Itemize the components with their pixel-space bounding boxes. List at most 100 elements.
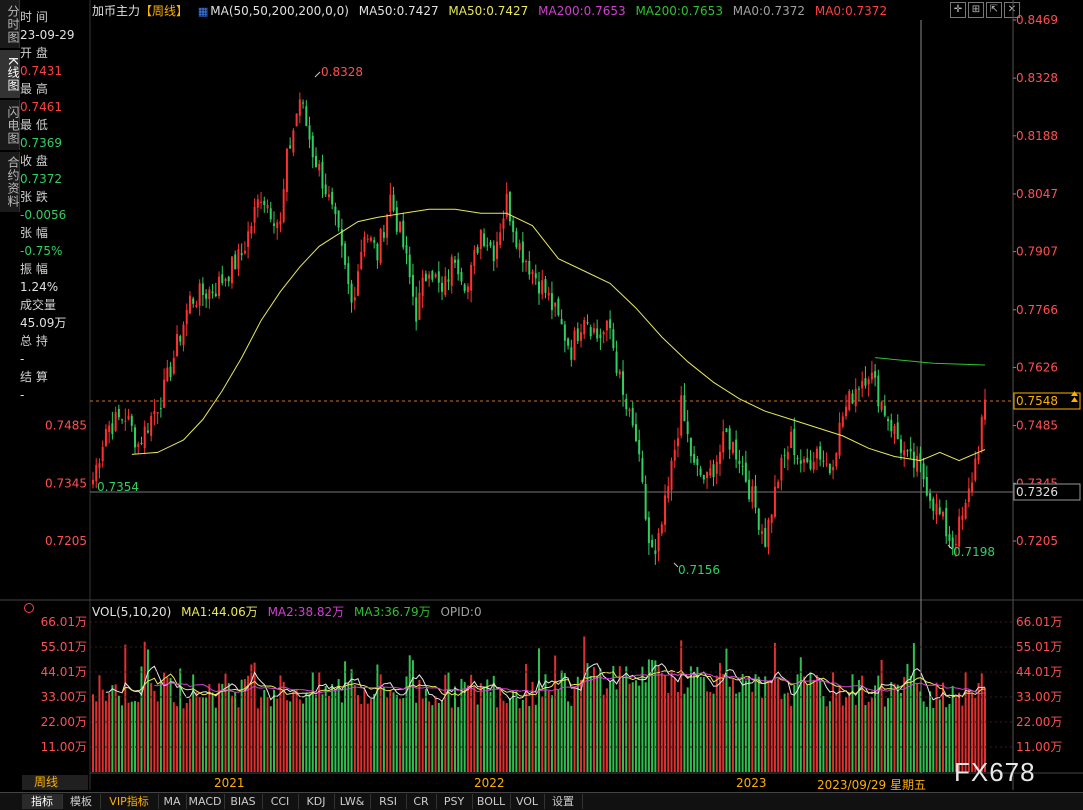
tab-contract-info[interactable]: 合约资料 [0, 152, 20, 212]
tab-kline-chart[interactable]: K线图 [0, 50, 20, 98]
candle-body [599, 334, 602, 338]
volume-bar [974, 698, 977, 772]
tab-flash-chart[interactable]: 闪电图 [0, 100, 20, 150]
candle-body [195, 304, 198, 307]
volume-bar [111, 685, 114, 772]
candle-body [508, 191, 511, 222]
volume-bar [651, 659, 654, 772]
candle-body [828, 463, 831, 474]
ma-indicator-icon[interactable]: ▦ [197, 5, 209, 18]
candle-body [748, 479, 751, 500]
candle-body [91, 479, 95, 485]
candle-body [654, 550, 657, 555]
volume-bar [234, 692, 237, 772]
candle-body [744, 462, 747, 482]
tab-cr[interactable]: CR [406, 794, 437, 809]
current-price-label: 0.7548 [1016, 394, 1058, 408]
candle-body [699, 468, 702, 475]
candle-body [819, 446, 822, 460]
volume-bar [114, 684, 117, 772]
volume-bar [441, 700, 444, 772]
tab-psy[interactable]: PSY [436, 794, 473, 809]
candle-body [528, 261, 531, 275]
volume-settings-icon[interactable] [24, 603, 34, 613]
tab-boll[interactable]: BOLL [472, 794, 511, 809]
tab-time-chart[interactable]: 分时图 [0, 0, 20, 48]
candle-body [499, 232, 502, 245]
candle-body [402, 220, 405, 248]
volume-bar [654, 660, 657, 772]
volume-bar [395, 694, 398, 772]
volume-bar [253, 662, 256, 772]
pct-value: -0.75% [20, 244, 63, 258]
volume-bar [347, 682, 350, 772]
volume-bar [373, 694, 376, 772]
candle-body [444, 276, 447, 296]
candle-body [722, 431, 725, 453]
candle-body [295, 113, 298, 127]
volume-bar [948, 703, 951, 772]
candle-body [466, 286, 469, 292]
tab-settings[interactable]: 设置 [544, 794, 583, 809]
volume-bar [159, 680, 162, 772]
candle-body [272, 223, 275, 226]
tab-lw[interactable]: LW& [334, 794, 371, 809]
period-select-button[interactable]: 周线 ▲ [22, 775, 88, 804]
candle-body [812, 461, 815, 470]
tab-bias[interactable]: BIAS [224, 794, 263, 809]
candle-body [188, 295, 191, 314]
tab-kdj[interactable]: KDJ [298, 794, 335, 809]
volume-bar [337, 679, 340, 772]
min-low-label: 0.7156 [678, 563, 720, 577]
tab-rsi[interactable]: RSI [370, 794, 407, 809]
ma200-line [875, 357, 986, 366]
tab-cci[interactable]: CCI [262, 794, 299, 809]
candle-body [505, 193, 508, 217]
tab-ma[interactable]: MA [158, 794, 187, 809]
volume-bar [124, 644, 127, 772]
crosshair-icon[interactable]: ✛ [950, 2, 966, 18]
volume-bar [945, 707, 948, 772]
tab-template[interactable]: 模板 [62, 794, 101, 809]
volume-bar [612, 665, 615, 772]
left-price-label: 0.7345 [45, 476, 87, 490]
volume-bar [634, 680, 637, 772]
open-interest-value: - [20, 352, 25, 366]
candle-body [541, 280, 544, 295]
candle-body [618, 371, 621, 375]
volume-bar [799, 657, 802, 772]
volume-bar [709, 692, 712, 772]
volume-bar [883, 706, 886, 772]
candle-body [796, 458, 799, 460]
candle-body [525, 261, 528, 263]
candle-body [693, 453, 696, 463]
current-price-box [1013, 392, 1081, 410]
tab-vip-indicator[interactable]: VIP指标 [100, 794, 159, 809]
tab-vol[interactable]: VOL [510, 794, 545, 809]
candle-body [373, 240, 376, 243]
volume-bar [101, 689, 104, 772]
candle-body [832, 467, 835, 471]
volume-bar [198, 697, 201, 772]
volume-bar [706, 691, 709, 772]
volume-bar [127, 702, 130, 772]
expand-icon[interactable]: ⇱ [986, 2, 1002, 18]
low-label: 最 低 [20, 118, 48, 132]
zoom-icon[interactable]: ⊞ [968, 2, 984, 18]
volume-bar [628, 683, 631, 772]
candle-body [854, 388, 857, 407]
tab-indicator[interactable]: 指标 [22, 794, 63, 809]
close-icon[interactable]: ✕ [1004, 2, 1020, 18]
volume-bar [702, 677, 705, 772]
crosshair-value-label: 0.7326 [1016, 485, 1058, 499]
volume-bar [919, 691, 922, 772]
tab-macd[interactable]: MACD [186, 794, 225, 809]
price-tick-label: 0.7626 [1016, 360, 1058, 374]
candle-body [463, 284, 466, 292]
candle-body [615, 351, 618, 374]
volume-bar [861, 675, 864, 772]
candle-body [324, 184, 327, 195]
volume-tick-label: 55.01万 [1016, 640, 1062, 654]
volume-bar [560, 670, 563, 772]
